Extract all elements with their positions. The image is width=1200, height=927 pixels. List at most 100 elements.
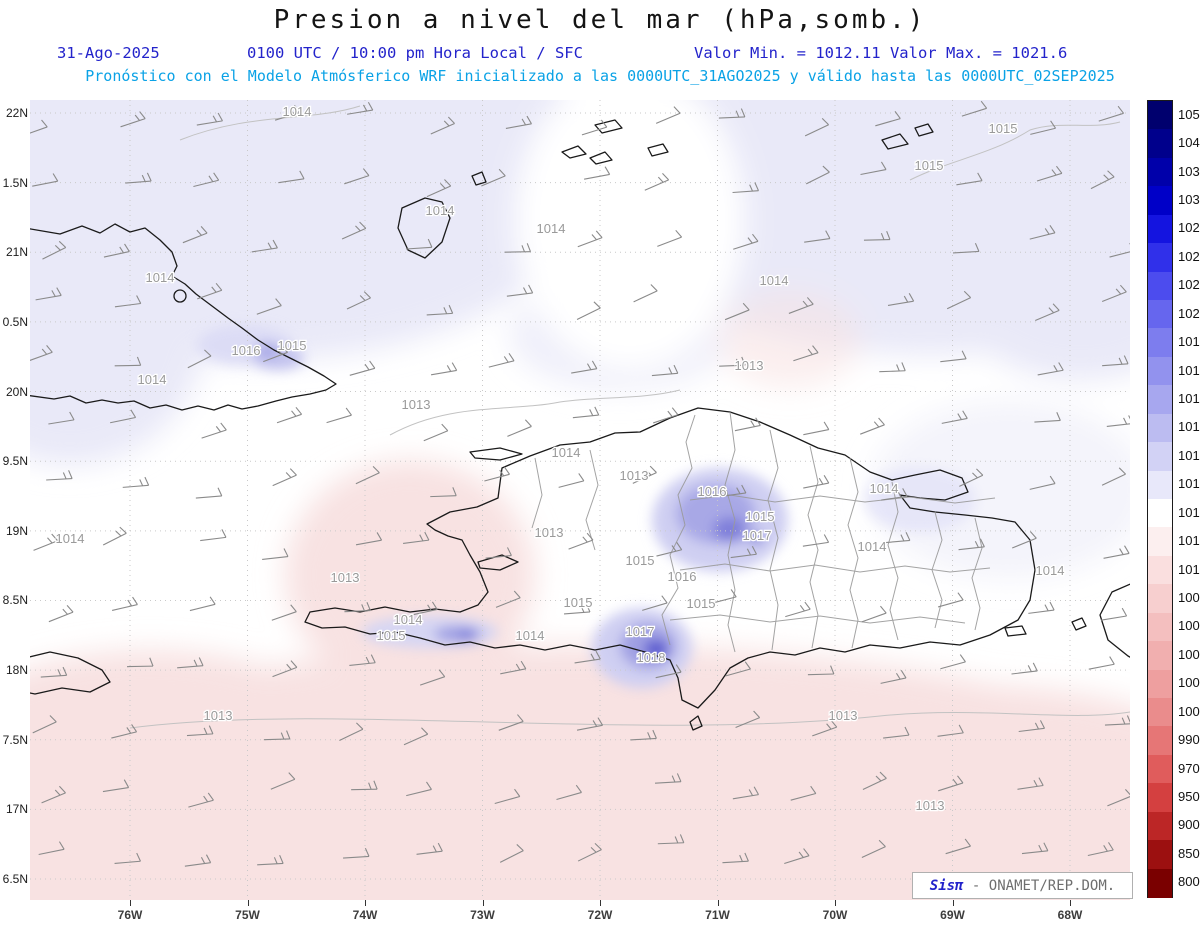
wind-barb xyxy=(733,233,759,250)
wind-barb xyxy=(803,421,830,436)
colorbar-tick-label: 1004 xyxy=(1178,646,1200,662)
wind-barb xyxy=(271,604,297,621)
wind-barb xyxy=(498,714,524,731)
wind-barb xyxy=(710,589,737,604)
wind-barb xyxy=(952,242,980,254)
wind-barb xyxy=(1036,165,1063,182)
pressure-label: 1015 xyxy=(626,553,655,568)
pressure-label: 1013 xyxy=(331,570,360,585)
colorbar-tick-label: 1010 xyxy=(1178,561,1200,577)
wind-barb xyxy=(48,411,75,425)
wind-barb xyxy=(182,226,208,244)
colorbar-tick-label: 1022 xyxy=(1178,277,1200,293)
wind-barb xyxy=(581,119,608,136)
wind-barb xyxy=(40,666,68,678)
wind-barb xyxy=(735,710,761,729)
wind-barb xyxy=(102,526,127,546)
pressure-label: 1017 xyxy=(626,624,655,639)
colorbar-tick-label: 800 xyxy=(1178,874,1200,890)
wind-barb xyxy=(655,106,681,124)
wind-barb xyxy=(1034,412,1061,423)
wind-barb xyxy=(937,592,964,608)
wind-barb xyxy=(256,298,282,315)
colorbar-tick-label: 990 xyxy=(1178,732,1200,748)
wind-barb xyxy=(879,362,906,373)
wind-barb xyxy=(1018,720,1046,733)
wind-barb xyxy=(411,601,438,616)
wind-barb xyxy=(122,476,150,488)
wind-barb xyxy=(38,841,65,856)
wind-barb xyxy=(1102,355,1129,367)
wind-barb xyxy=(644,172,670,191)
pressure-label: 1016 xyxy=(668,569,697,584)
header-line-2: 31-Ago-2025 0100 UTC / 10:00 pm Hora Loc… xyxy=(0,44,1200,64)
value-min-max: Valor Min. = 1012.11 Valor Max. = 1021.6 xyxy=(694,44,1068,62)
wind-barb xyxy=(111,724,138,739)
wind-barb xyxy=(577,842,602,862)
pressure-label: 1016 xyxy=(232,343,261,358)
wind-barb xyxy=(576,717,604,731)
wind-barb xyxy=(1098,105,1125,122)
pressure-label: 1015 xyxy=(278,338,307,353)
wind-barb xyxy=(485,547,512,559)
colorbar-tick-label: 1008 xyxy=(1178,590,1200,605)
wind-barb xyxy=(812,719,838,737)
colorbar-segment xyxy=(1148,101,1172,131)
wind-barb xyxy=(1012,531,1037,549)
colorbar-tick-label: 1017 xyxy=(1178,391,1200,406)
lat-label: 9.5N xyxy=(2,454,28,469)
colorbar-segment xyxy=(1148,499,1172,529)
wind-barb xyxy=(880,669,907,684)
wind-barb xyxy=(1087,842,1114,857)
wind-barb xyxy=(584,166,611,180)
wind-barb xyxy=(961,100,988,117)
wind-barb xyxy=(1106,415,1130,427)
wind-barb xyxy=(196,112,223,126)
colorbar-tick-label: 1038 xyxy=(1178,163,1200,179)
colorbar-segment xyxy=(1148,669,1172,699)
pressure-label: 1014 xyxy=(870,481,899,496)
wind-barb xyxy=(125,172,152,184)
wind-barb xyxy=(785,601,811,618)
wind-barb xyxy=(347,101,374,115)
wind-barb xyxy=(1037,362,1064,376)
colorbar-segment xyxy=(1148,584,1172,614)
pressure-label: 1014 xyxy=(283,104,312,119)
wind-barb xyxy=(430,487,457,498)
axis-tick xyxy=(130,900,131,906)
wind-barb xyxy=(959,468,984,487)
colorbar-tick-label: 1028 xyxy=(1178,220,1200,236)
wind-barb xyxy=(568,532,594,550)
attribution-box: Sisπ - ONAMET/REP.DOM. xyxy=(912,872,1133,899)
wind-barb xyxy=(48,605,74,623)
lon-label: 71W xyxy=(705,908,730,922)
wind-barb xyxy=(1090,170,1115,190)
wind-barb xyxy=(272,468,297,487)
colorbar-segment xyxy=(1148,470,1172,500)
wind-barb xyxy=(790,785,817,801)
axis-tick xyxy=(365,900,366,906)
wind-barb xyxy=(114,852,141,864)
wind-barb xyxy=(657,834,685,845)
pressure-shading xyxy=(30,100,1130,900)
colorbar-tick-label: 1018 xyxy=(1178,362,1200,378)
pressure-label: 1014 xyxy=(537,221,566,236)
colorbar-tick-label: 1015 xyxy=(1178,447,1200,463)
lat-label: 18N xyxy=(5,663,28,678)
wind-barb xyxy=(1107,789,1130,807)
axis-tick xyxy=(1070,900,1071,906)
wind-barb xyxy=(732,182,760,194)
colorbar-tick-label: 1002 xyxy=(1178,675,1200,691)
wind-barb xyxy=(495,590,521,608)
wind-barb xyxy=(257,854,284,866)
wind-barb xyxy=(505,115,532,130)
lon-label: 76W xyxy=(117,908,143,922)
wind-barb xyxy=(725,661,751,677)
colorbar-segment xyxy=(1148,300,1172,330)
wind-barb xyxy=(403,727,429,746)
wind-barb xyxy=(355,465,380,485)
wind-barb xyxy=(784,848,810,865)
wind-barb xyxy=(504,243,532,253)
lat-lon-gridlines xyxy=(30,100,1130,900)
wind-barb xyxy=(956,172,983,186)
